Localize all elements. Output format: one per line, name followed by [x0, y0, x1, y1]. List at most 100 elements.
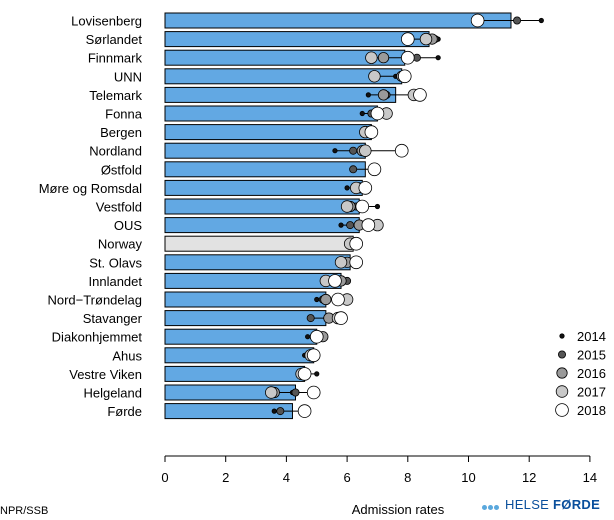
- legend-marker-2018: [555, 403, 569, 417]
- category-label-vestre-viken: Vestre Viken: [69, 367, 142, 382]
- category-label-diakonhjemmet: Diakonhjemmet: [52, 330, 143, 345]
- x-tick-label-12: 12: [522, 470, 536, 485]
- bar-s-rlandet: [164, 31, 430, 48]
- category-label-s-rlandet: Sørlandet: [86, 32, 143, 47]
- category-label-stfold: Østfold: [101, 162, 142, 177]
- bar-fonna: [164, 105, 378, 122]
- point-2014-ous: [338, 222, 344, 228]
- point-2018-telemark: [413, 88, 427, 102]
- bar-nord-tr-ndelag: [164, 291, 327, 308]
- point-2018-diakonhjemmet: [309, 329, 324, 344]
- point-2018-innlandet: [328, 274, 342, 288]
- bar-vestfold: [164, 198, 360, 215]
- legend-marker-2014: [559, 333, 565, 339]
- point-2015-f-rde: [276, 407, 285, 416]
- point-2015-stavanger: [306, 314, 315, 323]
- point-2014-telemark: [365, 92, 371, 98]
- bar-ahus: [164, 347, 315, 364]
- category-label-finnmark: Finnmark: [88, 51, 143, 66]
- point-2015-lovisenberg: [513, 16, 522, 25]
- point-2018-unn: [397, 69, 412, 84]
- point-2015-ous: [346, 221, 355, 230]
- bar-norway: [164, 235, 354, 252]
- point-2014-vestfold: [374, 203, 381, 210]
- point-2018-st-olavs: [349, 255, 364, 270]
- point-2014-f-rde: [271, 408, 277, 414]
- point-2018-ahus: [306, 348, 321, 363]
- point-2014-diakonhjemmet: [305, 334, 311, 340]
- bar-m-re-og-romsdal: [164, 179, 363, 196]
- point-2014-fonna: [359, 110, 365, 117]
- category-label-vestfold: Vestfold: [96, 200, 142, 215]
- point-2018-stfold: [367, 162, 382, 177]
- category-label-lovisenberg: Lovisenberg: [71, 14, 142, 29]
- legend-marker-2017: [555, 385, 569, 398]
- x-tick-label-2: 2: [222, 470, 229, 485]
- point-2017-helgeland: [265, 386, 278, 399]
- point-2015-stfold: [349, 165, 358, 174]
- category-label-norway: Norway: [98, 237, 143, 252]
- x-tick-label-0: 0: [161, 470, 168, 485]
- point-2018-finnmark: [400, 50, 415, 65]
- category-label-ahus: Ahus: [112, 348, 142, 363]
- category-label-st-olavs: St. Olavs: [89, 255, 142, 270]
- point-2016-nord-tr-ndelag: [320, 293, 332, 306]
- x-axis-label: Admission rates: [352, 502, 445, 517]
- bar-unn: [164, 68, 403, 85]
- category-label-m-re-og-romsdal: Møre og Romsdal: [39, 181, 142, 196]
- point-2018-bergen: [364, 125, 379, 139]
- point-2018-vestfold: [355, 199, 370, 214]
- point-2018-nord-tr-ndelag: [331, 292, 345, 307]
- category-label-f-rde: Førde: [107, 404, 142, 419]
- category-label-nord-tr-ndelag: Nord−Trøndelag: [47, 293, 142, 308]
- point-2018-f-rde: [297, 404, 312, 418]
- point-2014-lovisenberg: [538, 17, 544, 24]
- point-2015-helgeland: [291, 388, 300, 397]
- x-tick-label-14: 14: [583, 470, 597, 485]
- point-2018-stavanger: [334, 311, 348, 325]
- bar-ous: [164, 217, 360, 234]
- point-2016-finnmark: [377, 52, 390, 64]
- point-2014-m-re-og-romsdal: [344, 185, 350, 191]
- legend-label-2017: 2017: [577, 385, 606, 400]
- x-tick-label-6: 6: [343, 470, 350, 485]
- logo-prefix: HELSE: [505, 497, 554, 512]
- bar-diakonhjemmet: [164, 328, 318, 345]
- category-label-fonna: Fonna: [105, 107, 143, 122]
- point-2018-m-re-og-romsdal: [358, 181, 373, 195]
- legend-label-2015: 2015: [577, 348, 606, 363]
- bar-stavanger: [164, 310, 327, 327]
- logo-suffix: FØRDE: [553, 497, 601, 512]
- category-label-telemark: Telemark: [89, 88, 142, 103]
- bar-telemark: [164, 86, 397, 103]
- point-2018-vestre-viken: [297, 367, 312, 381]
- bar-vestre-viken: [164, 365, 306, 382]
- category-label-stavanger: Stavanger: [83, 311, 143, 326]
- point-2014-vestre-viken: [314, 371, 320, 377]
- category-label-innlandet: Innlandet: [89, 274, 143, 289]
- x-tick-label-4: 4: [283, 470, 290, 485]
- point-2015-nordland: [349, 146, 358, 155]
- legend-marker-2015: [558, 350, 567, 359]
- point-2018-helgeland: [306, 385, 321, 400]
- helse-forde-logo: HELSE FØRDE: [482, 497, 600, 513]
- point-2017-nordland: [359, 144, 372, 157]
- point-2017-vestfold: [340, 200, 354, 213]
- legend-marker-2016: [556, 367, 568, 379]
- footer-source-note: NPR/SSB: [0, 505, 49, 517]
- category-label-nordland: Nordland: [89, 144, 142, 159]
- logo-dots-icon: [482, 498, 500, 513]
- point-2017-finnmark: [365, 51, 378, 64]
- point-2018-fonna: [370, 106, 385, 121]
- point-2018-nordland: [394, 143, 409, 158]
- category-label-bergen: Bergen: [100, 125, 142, 140]
- category-label-helgeland: Helgeland: [83, 386, 142, 401]
- x-tick-label-8: 8: [404, 470, 411, 485]
- point-2018-s-rlandet: [400, 32, 415, 46]
- bar-stfold: [164, 161, 366, 178]
- bar-lovisenberg: [164, 12, 512, 29]
- point-2014-nord-tr-ndelag: [314, 296, 320, 303]
- point-2017-st-olavs: [334, 256, 348, 269]
- point-2014-finnmark: [435, 55, 441, 61]
